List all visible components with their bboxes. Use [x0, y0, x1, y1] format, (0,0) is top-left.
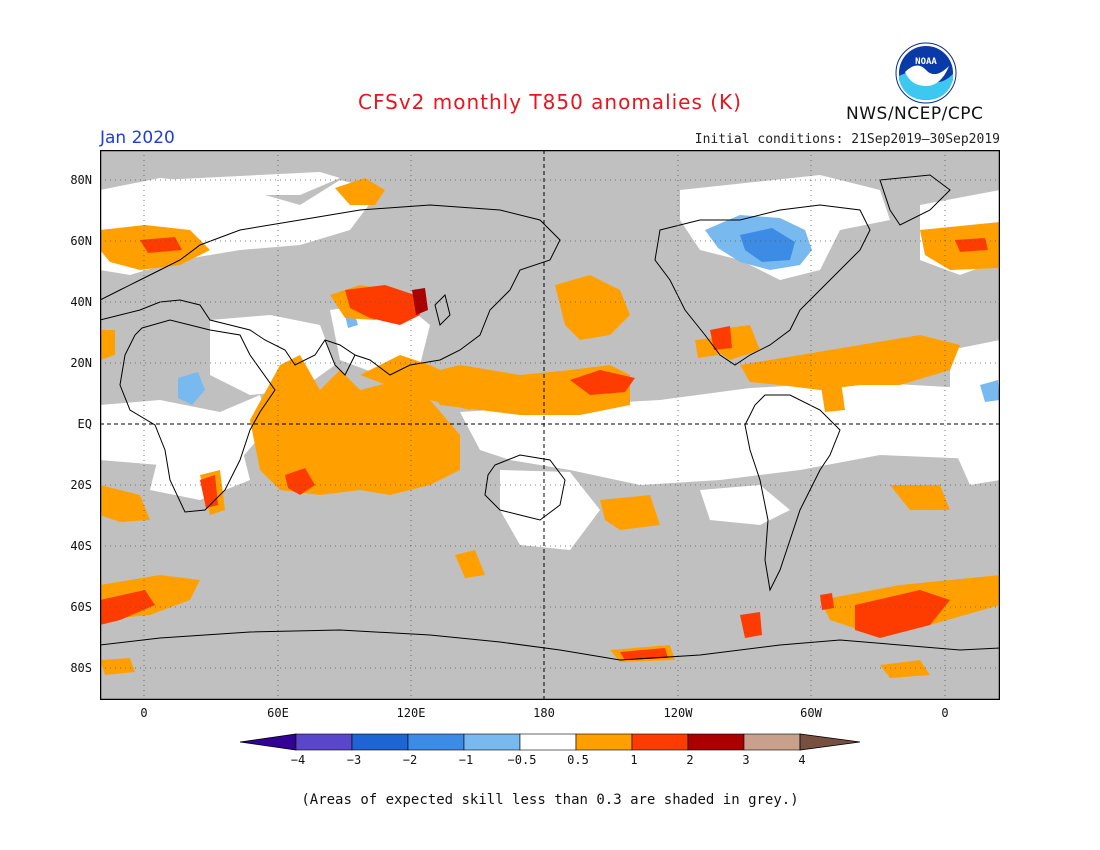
- lat-label-60n: 60N: [70, 234, 92, 248]
- lat-label-20n: 20N: [70, 356, 92, 370]
- colorbar-label: −0.5: [507, 753, 537, 767]
- colorbar-label: 3: [742, 753, 750, 767]
- colorbar-label: −4: [290, 753, 306, 767]
- negative-anomaly-regions: [178, 215, 1000, 405]
- colorbar-label: 0.5: [567, 753, 589, 767]
- lon-label-60w: 60W: [800, 706, 822, 720]
- agency-label: NWS/NCEP/CPC: [846, 104, 984, 124]
- colorbar-cell: [743, 733, 801, 751]
- lon-label-60e: 60E: [267, 706, 289, 720]
- lat-label-80n: 80N: [70, 173, 92, 187]
- lon-label-180: 180: [533, 706, 555, 720]
- forecast-month: Jan 2020: [100, 128, 175, 148]
- lat-label-40n: 40N: [70, 295, 92, 309]
- lon-label-0-east: 0: [941, 706, 949, 720]
- lat-label-40s: 40S: [70, 539, 92, 553]
- colorbar-cell: [519, 733, 577, 751]
- strong-positive-anomaly-regions: [100, 237, 988, 660]
- initial-conditions: Initial conditions: 21Sep2019–30Sep2019: [694, 132, 1000, 147]
- skill-note: (Areas of expected skill less than 0.3 a…: [301, 792, 799, 808]
- colorbar-label: −1: [458, 753, 474, 767]
- lat-label-60s: 60S: [70, 600, 92, 614]
- colorbar-label: −3: [346, 753, 362, 767]
- colorbar: [239, 733, 861, 751]
- lat-label-20s: 20S: [70, 478, 92, 492]
- colorbar-cells: [295, 733, 801, 751]
- colorbar-cell: [407, 733, 465, 751]
- lon-label-120w: 120W: [663, 706, 693, 720]
- anomaly-map: [100, 150, 1000, 700]
- colorbar-cell: [687, 733, 745, 751]
- map-title: CFSv2 monthly T850 anomalies (K): [358, 90, 742, 114]
- colorbar-cell: [295, 733, 353, 751]
- colorbar-label: 4: [798, 753, 806, 767]
- coastlines: [100, 174, 1000, 661]
- lon-label-120e: 120E: [396, 706, 426, 720]
- colorbar-cell: [575, 733, 633, 751]
- colorbar-max-arrow: [799, 733, 861, 751]
- noaa-logo: NOAA: [895, 42, 957, 104]
- colorbar-cell: [463, 733, 521, 751]
- lat-label-80s: 80S: [70, 661, 92, 675]
- lat-label-eq: EQ: [77, 417, 92, 431]
- very-strong-positive-anomaly-regions: [412, 288, 428, 315]
- colorbar-min-arrow: [239, 733, 297, 751]
- colorbar-cell: [351, 733, 409, 751]
- reference-lines: [100, 150, 1000, 700]
- noaa-logo-text: NOAA: [915, 57, 937, 67]
- lon-label-0: 0: [140, 706, 148, 720]
- colorbar-label: 2: [686, 753, 694, 767]
- map-frame: [100, 150, 1000, 700]
- colorbar-label: 1: [630, 753, 638, 767]
- colorbar-label: −2: [402, 753, 418, 767]
- graticule: [100, 150, 1000, 700]
- colorbar-cell: [631, 733, 689, 751]
